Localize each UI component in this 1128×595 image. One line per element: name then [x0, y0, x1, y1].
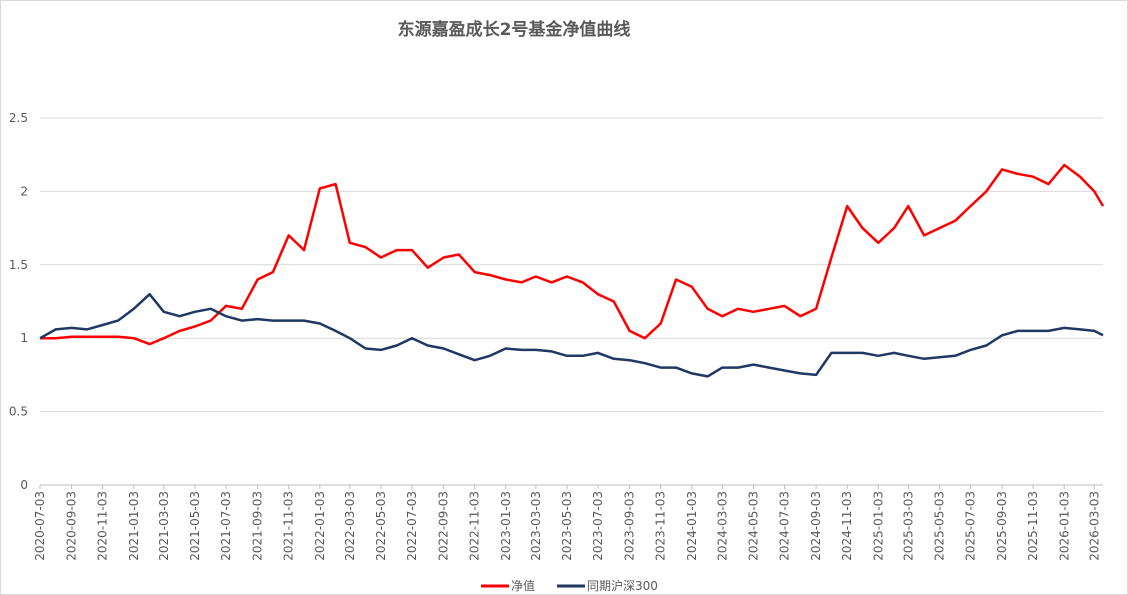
y-tick-label: 2.5 [9, 111, 28, 125]
x-axis-ticks: 2020-07-03 2020-09-03 2020-11-03 2021-01-03… [33, 485, 1101, 561]
x-tick-label: 2020-11-03 [96, 491, 110, 561]
x-tick-label: 2023-07-03 [591, 491, 605, 561]
y-tick-label: 1 [20, 331, 28, 345]
x-tick-label: 2024-07-03 [778, 491, 792, 561]
series-line-csi300 [39, 292, 1104, 378]
x-tick-label: 2023-03-03 [529, 491, 543, 561]
x-tick-label: 2024-01-03 [685, 491, 699, 561]
x-tick-label: 2023-05-03 [560, 491, 574, 561]
x-tick-label: 2021-05-03 [188, 491, 202, 561]
x-tick-label: 2020-07-03 [33, 491, 47, 561]
legend-label-nav: 净值 [511, 578, 535, 593]
x-tick-label: 2022-03-03 [343, 491, 357, 561]
x-tick-label: 2021-03-03 [157, 491, 171, 561]
x-tick-label: 2021-09-03 [251, 491, 265, 561]
x-tick-label: 2024-09-03 [809, 491, 823, 561]
y-tick-label: 0.5 [9, 405, 28, 419]
series-lines [39, 163, 1105, 378]
y-tick-label: 2 [20, 184, 28, 198]
x-tick-label: 2022-11-03 [468, 491, 482, 561]
x-tick-label: 2022-01-03 [313, 491, 327, 561]
y-axis-ticks: 0 0.5 1 1.5 2 2.5 [9, 111, 28, 492]
x-tick-label: 2026-01-03 [1057, 491, 1071, 561]
x-tick-label: 2025-01-03 [871, 491, 885, 561]
x-tick-label: 2021-07-03 [219, 491, 233, 561]
y-tick-label: 1.5 [9, 258, 28, 272]
x-tick-label: 2022-05-03 [374, 491, 388, 561]
y-tick-label: 0 [20, 478, 28, 492]
x-tick-label: 2021-11-03 [282, 491, 296, 561]
x-tick-label: 2026-03-03 [1087, 491, 1101, 561]
x-tick-label: 2021-01-03 [127, 491, 141, 561]
x-tick-label: 2024-03-03 [715, 491, 729, 561]
x-tick-label: 2024-11-03 [840, 491, 854, 561]
x-tick-label: 2025-11-03 [1026, 491, 1040, 561]
grid-lines [40, 117, 1103, 486]
x-tick-label: 2025-09-03 [995, 491, 1009, 561]
x-tick-label: 2020-09-03 [65, 491, 79, 561]
x-tick-label: 2023-09-03 [623, 491, 637, 561]
legend: 净值 同期沪深300 [481, 578, 658, 593]
x-tick-label: 2024-05-03 [746, 491, 760, 561]
x-tick-label: 2022-07-03 [405, 491, 419, 561]
x-tick-label: 2025-05-03 [932, 491, 946, 561]
x-tick-label: 2025-07-03 [964, 491, 978, 561]
x-tick-label: 2025-03-03 [901, 491, 915, 561]
x-tick-label: 2023-01-03 [499, 491, 513, 561]
legend-label-csi300: 同期沪深300 [587, 579, 658, 593]
chart-title: 东源嘉盈成长2号基金净值曲线 [398, 19, 631, 40]
x-tick-label: 2023-11-03 [654, 491, 668, 561]
x-tick-label: 2022-09-03 [437, 491, 451, 561]
